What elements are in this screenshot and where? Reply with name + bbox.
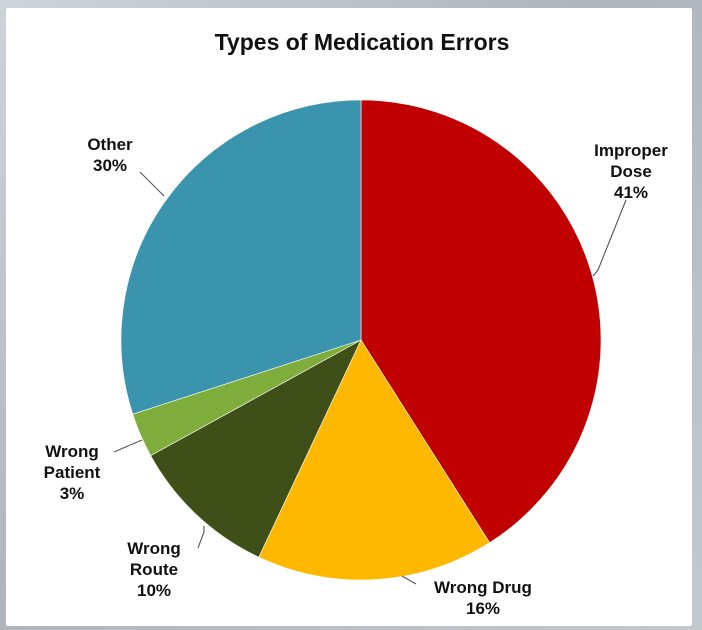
- leader-line-wrong-drug: [401, 575, 417, 585]
- chart-card: Types of Medication Errors Improper Dose 4…: [6, 8, 692, 626]
- pie-chart: Types of Medication Errors Improper Dose 4…: [44, 29, 669, 618]
- pie-slice-other: [120, 99, 362, 415]
- slice-labels: Improper Dose 41% Wrong Drug 16% Wrong Route 10…: [44, 135, 669, 618]
- slice-label-wrong-drug: Wrong Drug 16%: [434, 578, 532, 618]
- leader-line-improper-dose: [592, 199, 627, 277]
- pie-slice-wrong-drug: [258, 339, 491, 581]
- pie-slice-wrong-route: [150, 339, 362, 558]
- slice-label-wrong-patient: Wrong Patient 3%: [44, 442, 101, 503]
- leader-line-wrong-route: [197, 526, 205, 549]
- leader-lines: [113, 171, 627, 585]
- leader-line-other: [139, 171, 165, 197]
- slice-label-wrong-route: Wrong Route 10%: [127, 539, 181, 600]
- pie-slice-improper-dose: [360, 99, 602, 544]
- pie-slices: [120, 99, 602, 581]
- slice-label-improper-dose: Improper Dose 41%: [594, 141, 668, 202]
- chart-title: Types of Medication Errors: [215, 29, 510, 55]
- slice-label-other: Other 30%: [87, 135, 133, 175]
- leader-line-wrong-patient: [113, 439, 143, 453]
